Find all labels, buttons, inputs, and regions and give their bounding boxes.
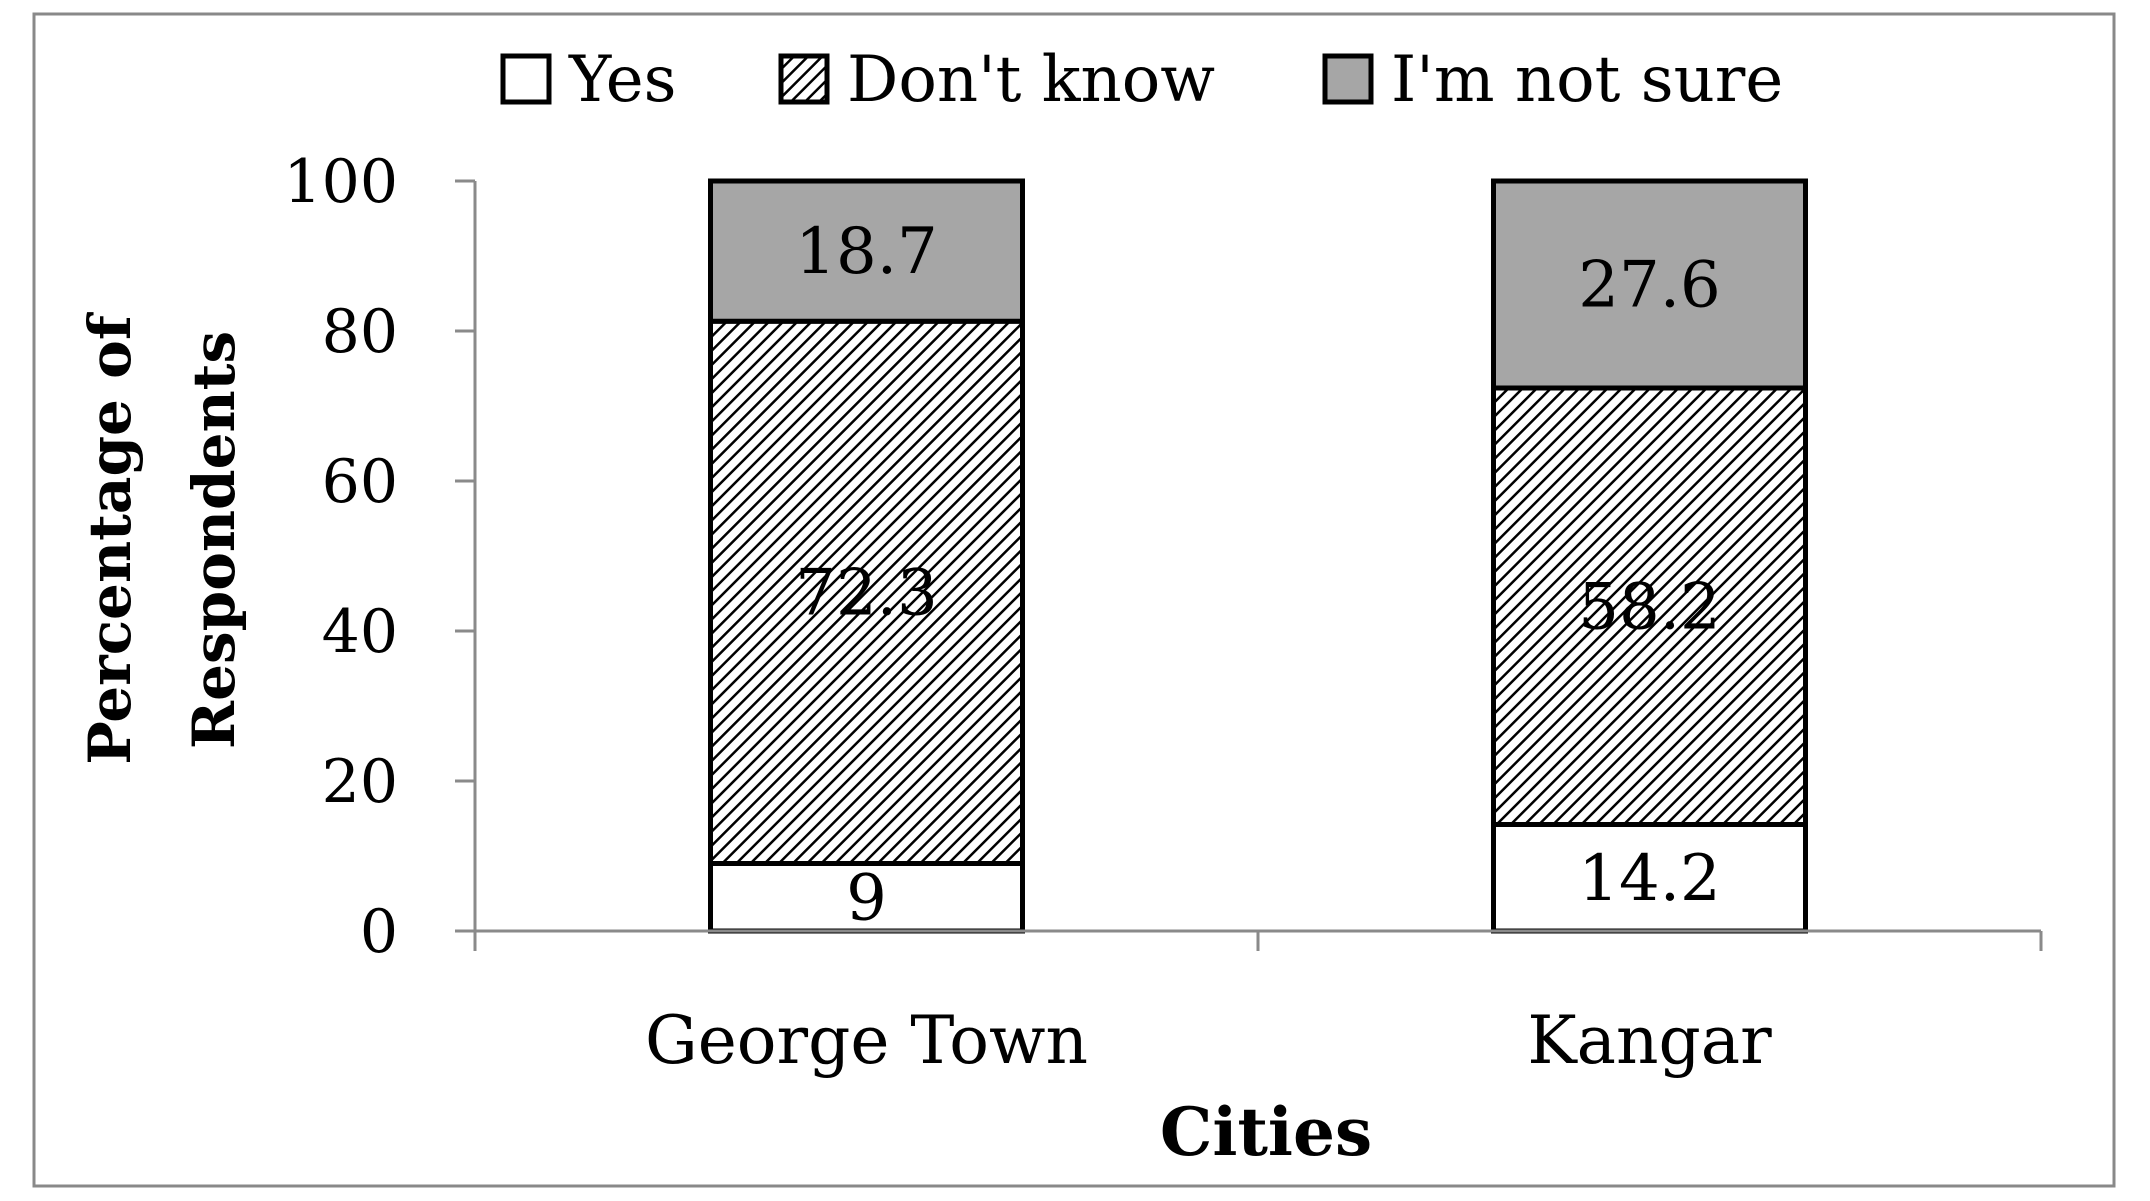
y-tick-label: 40 [322, 597, 398, 667]
legend-label: Yes [568, 43, 676, 117]
y-tick-label: 20 [322, 747, 398, 817]
legend-swatch [778, 53, 830, 105]
y-axis-title-line-1: Percentage of [76, 311, 144, 765]
y-tick-label: 100 [283, 147, 398, 217]
legend-label: I'm not sure [1391, 43, 1783, 117]
data-label: 14.2 [1578, 842, 1721, 916]
y-tick-label: 80 [322, 297, 398, 367]
legend-label: Don't know [847, 43, 1215, 117]
legend-swatch [500, 53, 552, 105]
bar-segment [708, 178, 1025, 324]
x-axis: George Town Kangar [455, 929, 2043, 1079]
y-axis: 0 20 40 60 80 100 [283, 147, 477, 967]
x-category-label: Kangar [1527, 1002, 1772, 1079]
data-label: 18.7 [795, 215, 938, 289]
x-axis-title: Cities [1160, 1093, 1372, 1171]
y-axis-title: Percentage of Respondents [76, 311, 248, 765]
data-label: 9 [846, 861, 887, 935]
bar-segment [708, 318, 1025, 866]
legend: Yes Don't know I'm not sure [500, 43, 1783, 117]
y-tick-label: 60 [322, 447, 398, 517]
x-category-label: George Town [645, 1002, 1088, 1079]
bar-segment [1491, 178, 1808, 391]
data-label: 27.6 [1578, 249, 1721, 323]
y-axis-title-line-2: Respondents [180, 331, 248, 749]
y-tick-label: 0 [360, 897, 398, 967]
data-label: 58.2 [1578, 570, 1721, 644]
data-label: 72.3 [795, 556, 938, 630]
legend-swatch [1322, 53, 1374, 105]
bars: 9 72.3 18.7 14.2 58.2 27.6 [708, 178, 1808, 935]
bar-segment [1491, 385, 1808, 827]
